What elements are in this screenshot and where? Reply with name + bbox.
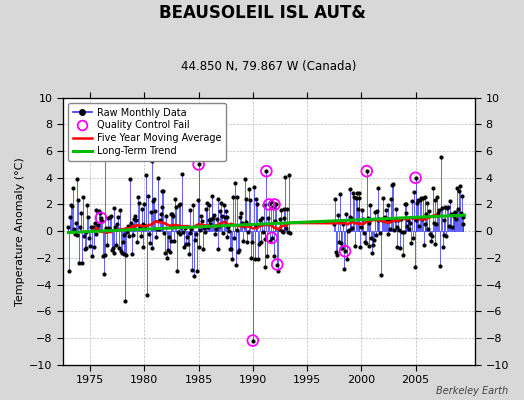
Point: [268, 235, 276, 241]
Point: [411, 175, 420, 181]
Point: [262, 168, 270, 174]
Legend: Raw Monthly Data, Quality Control Fail, Five Year Moving Average, Long-Term Tren: Raw Monthly Data, Quality Control Fail, …: [68, 103, 226, 161]
Point: [341, 248, 349, 254]
Point: [97, 215, 105, 221]
Point: [248, 337, 257, 344]
Point: [363, 168, 371, 174]
Text: Berkeley Earth: Berkeley Earth: [436, 386, 508, 396]
Point: [270, 201, 279, 208]
Point: [273, 261, 281, 268]
Y-axis label: Temperature Anomaly (°C): Temperature Anomaly (°C): [15, 157, 25, 306]
Point: [265, 201, 274, 208]
Title: 44.850 N, 79.867 W (Canada): 44.850 N, 79.867 W (Canada): [181, 60, 357, 73]
Text: BEAUSOLEIL ISL AUT&: BEAUSOLEIL ISL AUT&: [159, 4, 365, 22]
Point: [194, 161, 203, 168]
